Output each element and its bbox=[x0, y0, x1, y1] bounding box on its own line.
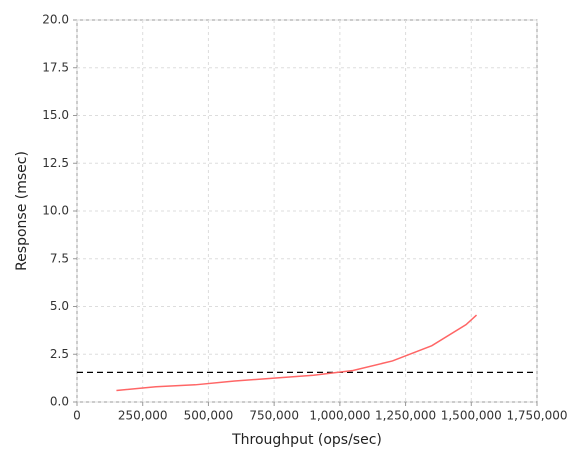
x-tick-label: 1,000,000 bbox=[309, 409, 370, 423]
y-axis-title: Response (msec) bbox=[14, 151, 30, 271]
y-tick-label: 15.0 bbox=[42, 108, 69, 122]
y-tick-label: 5.0 bbox=[50, 299, 69, 313]
y-tick-label: 12.5 bbox=[42, 156, 69, 170]
x-tick-label: 1,250,000 bbox=[375, 409, 436, 423]
y-tick-label: 2.5 bbox=[50, 347, 69, 361]
y-tick-label: 20.0 bbox=[42, 13, 69, 27]
x-tick-label: 1,750,000 bbox=[506, 409, 567, 423]
y-tick-label: 7.5 bbox=[50, 251, 69, 265]
x-tick-label: 0 bbox=[73, 409, 81, 423]
x-tick-label: 250,000 bbox=[118, 409, 168, 423]
x-tick-label: 1,500,000 bbox=[441, 409, 502, 423]
x-tick-label: 750,000 bbox=[249, 409, 299, 423]
data-line bbox=[116, 314, 478, 392]
y-tick-label: 10.0 bbox=[42, 204, 69, 218]
x-axis-title: Throughput (ops/sec) bbox=[231, 432, 382, 448]
y-tick-label: 17.5 bbox=[42, 60, 69, 74]
x-tick-label: 500,000 bbox=[184, 409, 234, 423]
y-tick-label: 0.0 bbox=[50, 395, 69, 409]
